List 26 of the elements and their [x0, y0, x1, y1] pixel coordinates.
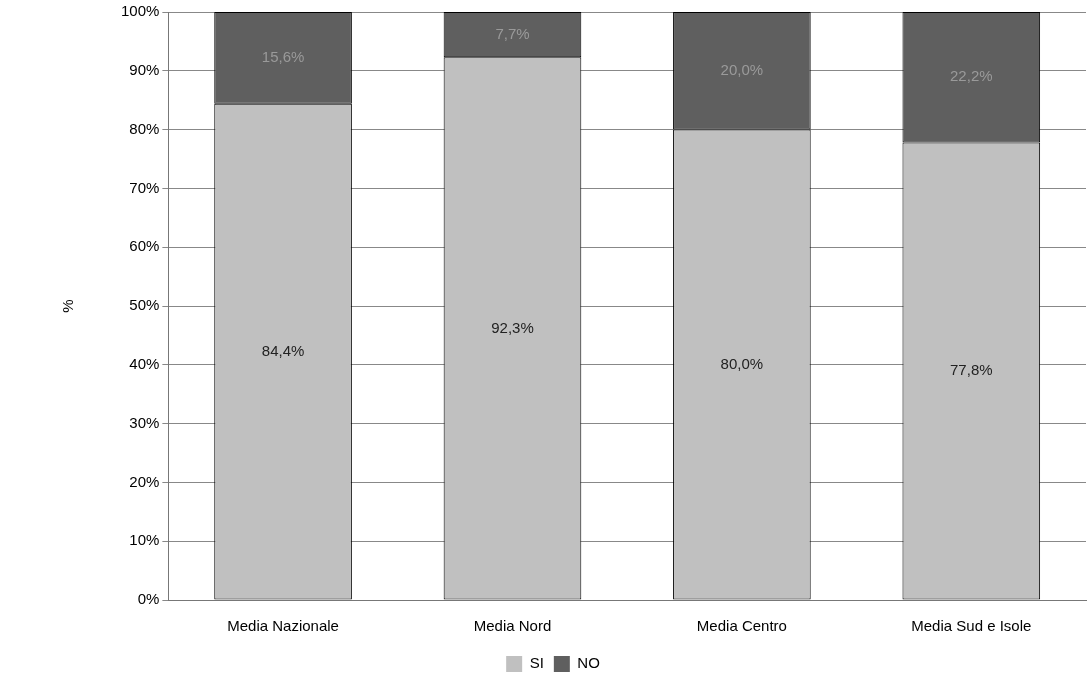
y-tick-label: 70%	[129, 178, 160, 196]
y-axis-title: %	[59, 299, 77, 313]
data-label: 80,0%	[720, 354, 764, 372]
y-tick-label: 20%	[129, 472, 160, 490]
data-label: 20,0%	[720, 60, 764, 78]
y-tick-label: 10%	[129, 531, 160, 549]
x-tick-label: Media Centro	[696, 617, 787, 635]
data-label: 22,2%	[950, 67, 993, 85]
data-label: 92,3%	[491, 318, 534, 336]
x-tick-label: Media Nazionale	[227, 617, 339, 635]
legend-label: NO	[577, 654, 600, 672]
y-tick-label: 80%	[129, 119, 160, 137]
x-tick-label: Media Nord	[473, 617, 552, 635]
y-tick-label: 30%	[129, 413, 160, 431]
y-tick-label: 40%	[129, 354, 160, 372]
x-tick-label: Media Sud e Isole	[911, 617, 1032, 635]
data-label: 77,8%	[950, 361, 993, 379]
legend-label: SI	[529, 654, 544, 672]
y-tick-label: 90%	[129, 60, 160, 78]
y-tick-label: 100%	[120, 2, 160, 20]
y-tick-label: 60%	[129, 237, 160, 255]
y-tick-label: 0%	[137, 590, 160, 608]
data-label: 7,7%	[495, 24, 530, 42]
data-label: 15,6%	[261, 48, 305, 65]
data-label: 84,4%	[261, 341, 305, 359]
y-tick-label: 50%	[129, 296, 160, 314]
